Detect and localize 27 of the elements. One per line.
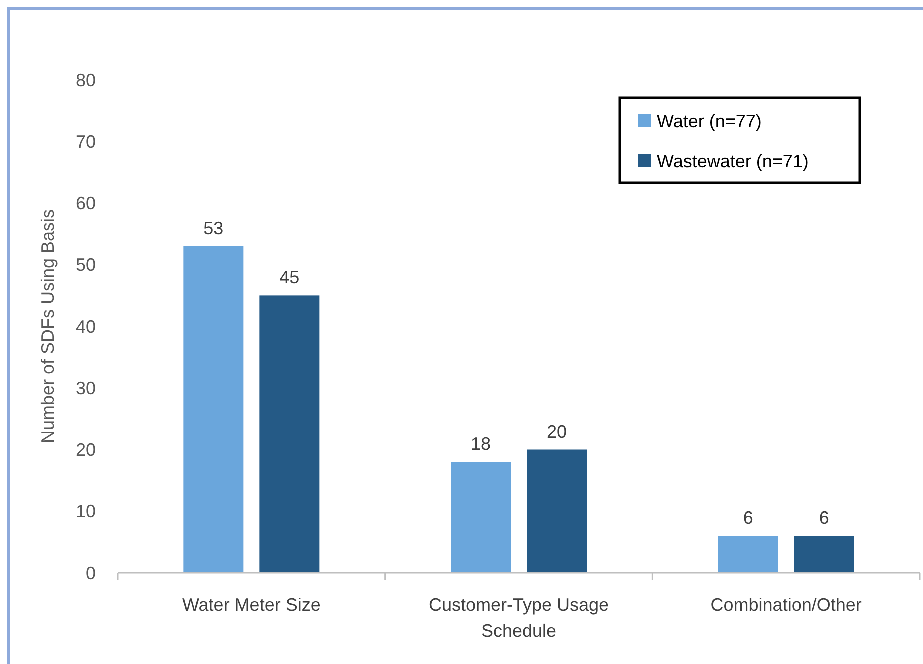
y-tick-label: 30 bbox=[76, 378, 96, 398]
y-tick-label: 40 bbox=[76, 316, 96, 337]
bar bbox=[184, 246, 244, 573]
y-tick-label: 0 bbox=[86, 563, 96, 584]
data-label: 18 bbox=[470, 434, 492, 454]
bar bbox=[718, 536, 778, 573]
y-tick-label: 80 bbox=[76, 70, 96, 90]
y-tick-label: 70 bbox=[76, 132, 96, 152]
legend-label: Wastewater (n=71) bbox=[657, 151, 809, 172]
data-label: 20 bbox=[546, 422, 568, 442]
x-tick-label: Combination/Other bbox=[710, 595, 862, 615]
legend-label: Water (n=77) bbox=[657, 111, 762, 132]
y-axis-title: Number of SDFs Using Basis bbox=[38, 209, 58, 444]
y-tick-label: 60 bbox=[76, 194, 96, 214]
bar bbox=[451, 462, 511, 573]
y-tick-label: 20 bbox=[76, 440, 96, 460]
data-label: 6 bbox=[743, 508, 754, 528]
bar bbox=[527, 450, 587, 573]
data-label: 45 bbox=[280, 268, 300, 288]
data-label: 53 bbox=[204, 218, 224, 238]
y-tick-label: 50 bbox=[76, 255, 96, 276]
bar bbox=[260, 296, 320, 573]
x-tick-label: Customer-Type Usage Schedule bbox=[428, 595, 610, 641]
data-label: 6 bbox=[819, 508, 830, 528]
y-tick-label: 10 bbox=[76, 502, 96, 522]
bar bbox=[794, 536, 854, 573]
x-tick-label: Water Meter Size bbox=[182, 595, 321, 615]
